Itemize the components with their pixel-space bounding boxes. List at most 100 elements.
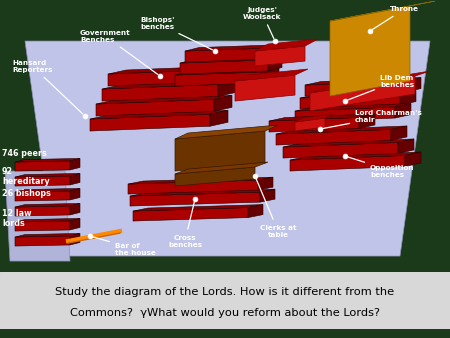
Polygon shape	[90, 114, 210, 131]
Polygon shape	[108, 66, 240, 74]
Polygon shape	[90, 110, 228, 119]
Polygon shape	[405, 152, 421, 166]
Text: Lib Dem
benches: Lib Dem benches	[347, 75, 414, 100]
Polygon shape	[15, 191, 70, 201]
Polygon shape	[222, 66, 240, 81]
Polygon shape	[260, 189, 275, 202]
Text: Bar of
the house: Bar of the house	[93, 237, 156, 256]
Polygon shape	[290, 155, 405, 171]
Polygon shape	[175, 68, 279, 75]
Polygon shape	[133, 204, 263, 211]
Polygon shape	[15, 234, 80, 237]
Polygon shape	[290, 152, 421, 160]
Text: Hansard
Reporters: Hansard Reporters	[12, 59, 83, 114]
Polygon shape	[175, 125, 278, 139]
Polygon shape	[180, 60, 268, 74]
Polygon shape	[96, 95, 232, 104]
Polygon shape	[210, 110, 228, 126]
Polygon shape	[305, 77, 421, 85]
Polygon shape	[295, 107, 395, 122]
Polygon shape	[255, 39, 318, 51]
Text: 12 law: 12 law	[2, 209, 32, 218]
Text: 746 peers: 746 peers	[2, 148, 47, 158]
Polygon shape	[15, 176, 70, 186]
Polygon shape	[269, 114, 375, 121]
Polygon shape	[330, 6, 410, 96]
Polygon shape	[175, 131, 265, 171]
Polygon shape	[235, 75, 295, 101]
Polygon shape	[398, 139, 414, 153]
Polygon shape	[395, 103, 411, 118]
Text: Commons?  γWhat would you reform about the Lords?: Commons? γWhat would you reform about th…	[70, 308, 380, 318]
Polygon shape	[300, 94, 400, 109]
Polygon shape	[128, 177, 273, 184]
Polygon shape	[70, 189, 80, 200]
Polygon shape	[214, 95, 232, 111]
Polygon shape	[15, 218, 80, 222]
Polygon shape	[276, 126, 407, 134]
Polygon shape	[15, 173, 80, 177]
Text: Judges'
Woolsack: Judges' Woolsack	[243, 6, 281, 39]
Polygon shape	[130, 189, 275, 196]
Polygon shape	[175, 72, 265, 86]
Polygon shape	[269, 117, 359, 132]
Polygon shape	[305, 81, 405, 96]
Polygon shape	[405, 77, 421, 92]
Polygon shape	[102, 84, 218, 101]
Polygon shape	[70, 173, 80, 185]
Polygon shape	[295, 118, 325, 131]
Polygon shape	[391, 126, 407, 141]
Polygon shape	[248, 204, 263, 218]
Polygon shape	[300, 91, 416, 98]
Text: Government
Benches: Government Benches	[80, 29, 158, 74]
Polygon shape	[175, 167, 255, 186]
Polygon shape	[5, 171, 70, 261]
Polygon shape	[130, 192, 260, 206]
Polygon shape	[235, 69, 308, 81]
Text: Cross
benches: Cross benches	[168, 202, 202, 247]
Polygon shape	[276, 129, 391, 145]
Polygon shape	[283, 142, 398, 158]
Polygon shape	[265, 68, 279, 83]
Text: Opposition
benches: Opposition benches	[348, 157, 414, 177]
Polygon shape	[15, 236, 70, 246]
Polygon shape	[359, 114, 375, 128]
Polygon shape	[70, 218, 80, 230]
Polygon shape	[96, 99, 214, 116]
Polygon shape	[15, 159, 80, 162]
Polygon shape	[70, 159, 80, 170]
Text: Lord Chairman's
chair: Lord Chairman's chair	[323, 110, 422, 128]
Polygon shape	[15, 221, 70, 231]
Polygon shape	[70, 203, 80, 215]
Polygon shape	[330, 1, 435, 21]
Polygon shape	[133, 208, 248, 221]
Text: Bishops'
benches: Bishops' benches	[140, 17, 212, 50]
Text: Throne: Throne	[372, 6, 419, 29]
Polygon shape	[295, 103, 411, 111]
Polygon shape	[310, 76, 415, 111]
Polygon shape	[218, 80, 236, 96]
Polygon shape	[102, 80, 236, 89]
Polygon shape	[271, 45, 285, 59]
Polygon shape	[400, 91, 416, 105]
Polygon shape	[180, 56, 282, 63]
Polygon shape	[15, 189, 80, 192]
Polygon shape	[128, 180, 258, 194]
Polygon shape	[15, 206, 70, 216]
Polygon shape	[175, 162, 268, 174]
Text: lords: lords	[2, 219, 25, 227]
Text: Clerks at
table: Clerks at table	[256, 178, 296, 238]
Polygon shape	[185, 45, 285, 51]
Text: hereditary: hereditary	[2, 176, 50, 186]
Polygon shape	[310, 71, 430, 93]
Polygon shape	[185, 48, 271, 62]
Polygon shape	[283, 139, 414, 147]
Polygon shape	[15, 203, 80, 207]
Text: 26 bishops: 26 bishops	[2, 189, 51, 197]
Polygon shape	[15, 161, 70, 171]
Polygon shape	[268, 56, 282, 71]
Polygon shape	[295, 114, 333, 122]
Polygon shape	[258, 177, 273, 190]
Polygon shape	[255, 46, 305, 66]
Text: Study the diagram of the Lords. How is it different from the: Study the diagram of the Lords. How is i…	[55, 287, 395, 297]
